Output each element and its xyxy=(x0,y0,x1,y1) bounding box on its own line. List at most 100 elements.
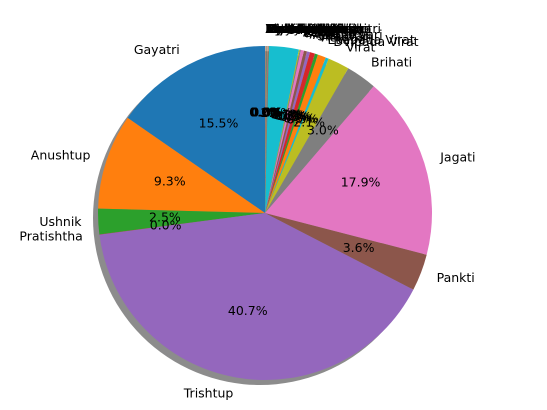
pct-label-ushnik: 2.5% xyxy=(149,210,181,225)
pie-slice-purastadbrihati xyxy=(265,46,267,214)
slice-label-atijagati: Atijagati xyxy=(322,30,374,45)
pct-label-atyashtishira: 0.0% xyxy=(249,104,281,119)
slice-label-yavamadhya: Yavamadhya xyxy=(268,21,348,36)
pct-label-anushtup: 9.3% xyxy=(154,173,186,188)
pct-label-pathyabrihati: 0.0% xyxy=(250,104,282,119)
slice-label-anushtup: Anushtup xyxy=(31,147,91,162)
pie-slice-nyankusharira xyxy=(265,46,267,213)
slice-label-pratishtha: Pratishtha xyxy=(19,228,82,243)
slice-label-kakubh: Kakubh xyxy=(269,21,315,36)
pie-slice-ushnik xyxy=(97,208,265,235)
pie-slice-gayatrarupa xyxy=(265,46,299,214)
pct-label-pratishtha: 0.0% xyxy=(150,217,182,232)
pie-slice-atidhriti xyxy=(265,49,300,213)
pie-slice-dhriti xyxy=(265,49,301,214)
pie-slice-mahabrihati xyxy=(265,46,267,214)
pie-slice-pankti-anushtup xyxy=(265,46,268,214)
pie-slice-dvipada-virat xyxy=(265,57,329,213)
pct-label-trishtup: 40.7% xyxy=(228,303,268,318)
pie-slice-gayatri-ushnik xyxy=(265,46,268,213)
pie-slice-virat xyxy=(265,58,349,213)
pie-slice-anushtup xyxy=(98,117,265,213)
pct-label-mahapankti: 0.0% xyxy=(251,104,283,119)
pct-label-atijagati: 0.3% xyxy=(280,109,312,124)
pie-slice-kakubh xyxy=(265,46,269,213)
pie-slice-vishtarapankti xyxy=(265,46,266,214)
pie-slice-yavamadhya xyxy=(265,46,269,214)
pie-slice-atyashti xyxy=(265,49,304,213)
slice-label-pratishtha-gayatri: Pratishtha Gayatri xyxy=(268,21,381,36)
slice-label-jagati: Jagati xyxy=(439,149,475,164)
pie-slice-trishtup xyxy=(99,213,414,381)
slice-label-ashti: Ashti xyxy=(310,26,341,41)
pie-slice-uparishtaduhati xyxy=(265,46,267,214)
pct-label-nyankushira: 0.0% xyxy=(249,104,281,119)
pie-slice-brihati xyxy=(265,68,374,214)
pct-label-vishtarapankti: 0.0% xyxy=(249,104,281,119)
pie-slice-anushtubgarbha xyxy=(265,46,268,214)
slice-label-satobrihati: Satobrihati xyxy=(268,21,337,36)
pie-slices xyxy=(97,45,432,381)
pct-label-jagati: 17.9% xyxy=(341,174,381,189)
pct-label-dhriti: 0.1% xyxy=(270,107,302,122)
pie-slice-jagati xyxy=(265,86,432,255)
pct-label-pankti: 3.6% xyxy=(343,240,375,255)
slice-label-uparishtaduhati: Uparishtaduhati xyxy=(267,21,367,36)
pct-label-satobrihati: 0.0% xyxy=(251,104,283,119)
slice-label-gayatrarupa: Gayatrarupa xyxy=(286,22,365,37)
slice-label-pankti-anushtup: Pankti Anushtup xyxy=(267,21,369,36)
pie-slice-gayatri xyxy=(127,46,265,213)
pie-labels: Gayatri 15.5% Anushtup 9.3% Ushnik 2.5% Pratis… xyxy=(19,21,475,401)
slice-label-atyashtishira: Atyashtishira xyxy=(265,21,347,36)
pct-label-ashti: 0.3% xyxy=(273,107,305,122)
pct-label-pipilikamadhya: 0.0% xyxy=(251,104,283,119)
slice-label-pathyabrihati: Pathyabrihati xyxy=(266,21,349,36)
slice-label-atyashti: Atyashti xyxy=(306,25,357,40)
slice-label-ekapada-virat: Ekapada Virat xyxy=(328,32,415,47)
pie-slice-pipilikamadhya xyxy=(265,46,269,213)
slice-label-purastadbrihati: Purastadbrihati xyxy=(267,21,363,36)
pct-label-gayatri-ushnik: 0.0% xyxy=(250,104,282,119)
slice-label-trishtup: Trishtup xyxy=(183,385,234,400)
pct-label-urdhvabrihati: 0.0% xyxy=(251,104,283,119)
pct-label-shakvari: 0.5% xyxy=(278,108,310,123)
slice-label-urdhvabrihati: Urdhvabrihati xyxy=(268,21,354,36)
slice-label-vishtarapankti: Vishtarapankti xyxy=(266,21,357,36)
pie-slice-pathyabrihati xyxy=(265,46,267,213)
pct-label-atidhriti: 0.1% xyxy=(270,106,302,121)
pct-label-brihati: 3.0% xyxy=(307,123,339,138)
pct-label-skandhogriva: 0.0% xyxy=(250,104,282,119)
pie-slice-ekapada-virat xyxy=(265,54,326,213)
pct-label-mahabrihati: 0.0% xyxy=(250,104,282,119)
pct-label-nyankusharira: 0.0% xyxy=(250,104,282,119)
slice-label-nyankushira: Nyankushira xyxy=(265,21,343,36)
slice-label-pankti: Pankti xyxy=(437,270,475,285)
pie-slice-skandhogriva xyxy=(265,46,266,213)
pct-label-uparishtaduhati: 0.0% xyxy=(250,104,282,119)
pct-label-atyashti: 0.3% xyxy=(272,107,304,122)
pie-slice-satobrihati xyxy=(265,46,268,213)
slice-label-atishakvari: Atishakvari xyxy=(313,27,383,42)
slice-label-dvipada-virat: Dvipada Virat xyxy=(333,34,418,49)
pct-label-pratishtha-gayatri: 0.0% xyxy=(251,104,283,119)
pct-label-virat: 2.1% xyxy=(293,115,325,130)
pct-label-yavamadhya: 0.0% xyxy=(251,104,283,119)
pie-slice-mahapankti xyxy=(265,46,269,214)
pct-label-kakubh: 0.0% xyxy=(251,104,283,119)
pct-label-dvipada-virat: 0.3% xyxy=(286,112,318,127)
slice-label-pipilikamadhya: Pipilikamadhya xyxy=(269,21,364,36)
pie-slice-urdhvabrihati xyxy=(265,46,269,214)
slice-label-mahabrihati: Mahabrihati xyxy=(266,21,341,36)
pct-label-ekapada-virat: 0.8% xyxy=(283,110,315,125)
slice-label-gayatri-ushnik: Gayatri Ushnik xyxy=(267,21,360,36)
pie-slice-shakvari xyxy=(265,52,315,213)
pct-label-gayatrarupa: 2.9% xyxy=(261,105,293,120)
pie-slice-atijagati xyxy=(265,53,318,213)
slice-label-mahapankti: Mahapankti xyxy=(269,21,342,36)
pie-slice-pratishtha xyxy=(99,213,265,235)
pie-slice-atishakvari xyxy=(265,51,310,214)
pct-label-anushtubgarbha: 0.0% xyxy=(251,104,283,119)
pct-label-atishakvari: 0.3% xyxy=(275,108,307,123)
